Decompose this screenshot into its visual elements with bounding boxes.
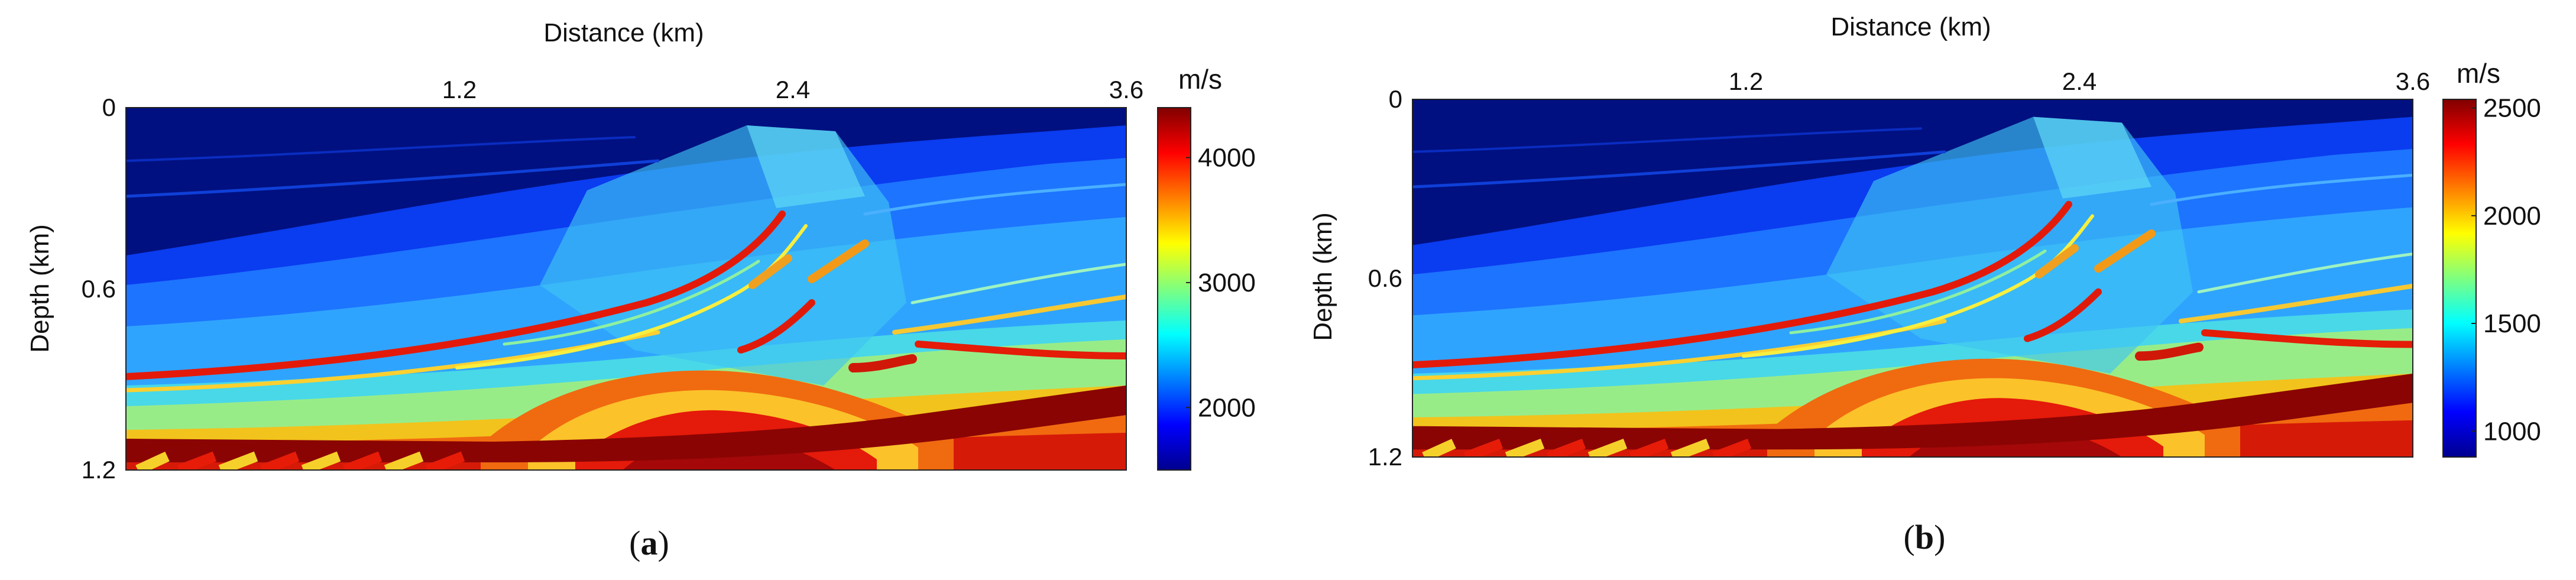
y-axis-title-a: Depth (km) xyxy=(25,224,54,353)
colorbar-tick-label: 3000 xyxy=(1198,268,1256,297)
x-axis-title-b: Distance (km) xyxy=(1830,12,1991,41)
x-ticks-b: 1.2 2.4 3.6 xyxy=(1729,67,2430,95)
y-tick-label: 0.6 xyxy=(1368,264,1402,292)
x-tick-label: 1.2 xyxy=(442,76,477,103)
y-tick-label: 0 xyxy=(102,93,116,121)
x-ticks-a: 1.2 2.4 3.6 xyxy=(442,76,1143,103)
heatmap-a xyxy=(126,108,1126,470)
y-ticks-a: 0 0.6 1.2 xyxy=(82,93,116,484)
x-tick-label: 2.4 xyxy=(776,76,810,103)
y-tick-label: 1.2 xyxy=(1368,443,1402,471)
y-ticks-b: 0 0.6 1.2 xyxy=(1368,85,1402,471)
colorbar-unit-a: m/s xyxy=(1178,64,1222,95)
x-tick-label: 1.2 xyxy=(1729,67,1763,95)
panel-b: Distance (km) Depth (km) 1.2 2.4 3.6 0 0… xyxy=(1308,12,2541,556)
caption-b: (b) xyxy=(1904,518,1946,556)
colorbar-tick-label: 2500 xyxy=(2483,94,2541,123)
y-tick-label: 0.6 xyxy=(82,275,116,303)
y-tick-label: 0 xyxy=(1389,85,1402,113)
colorbar-a xyxy=(1157,107,1191,471)
x-tick-label: 3.6 xyxy=(1109,76,1143,103)
y-tick-label: 1.2 xyxy=(82,456,116,484)
heatmap-b xyxy=(1412,99,2413,457)
caption-a: (a) xyxy=(629,524,669,562)
colorbar-b xyxy=(2442,99,2477,458)
x-tick-label: 2.4 xyxy=(2062,67,2097,95)
y-axis-title-b: Depth (km) xyxy=(1308,212,1337,341)
colorbar-tick-label: 2000 xyxy=(2483,202,2541,231)
x-axis-title-a: Distance (km) xyxy=(543,18,704,47)
colorbar-tick-label: 4000 xyxy=(1198,144,1256,173)
colorbar-tick-label: 1500 xyxy=(2483,309,2541,338)
colorbar-ticks-a: 2000 3000 4000 xyxy=(1186,144,1256,422)
colorbar-tick-label: 1000 xyxy=(2483,417,2541,446)
x-tick-label: 3.6 xyxy=(2396,67,2430,95)
colorbar-ticks-b: 1000 1500 2000 2500 xyxy=(2471,94,2541,446)
colorbar-tick-label: 2000 xyxy=(1198,393,1256,422)
colorbar-unit-b: m/s xyxy=(2457,58,2500,89)
panel-a: Distance (km) Depth (km) 1.2 2.4 3.6 0 0… xyxy=(25,18,1256,562)
